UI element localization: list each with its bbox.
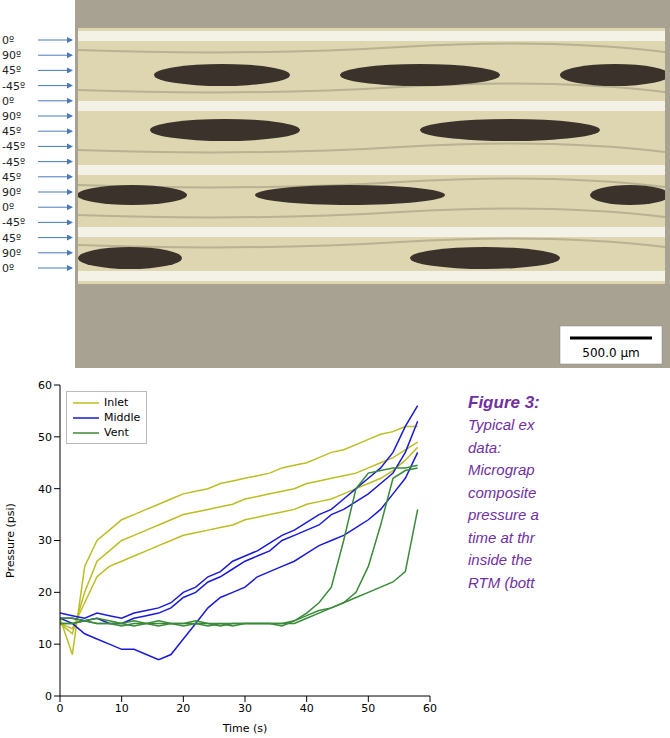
svg-text:40: 40 xyxy=(300,702,314,715)
svg-text:90º: 90º xyxy=(2,186,21,199)
svg-text:45º: 45º xyxy=(2,232,21,245)
svg-text:0: 0 xyxy=(45,690,52,703)
html-text:data:: data: xyxy=(468,438,502,456)
svg-text:40: 40 xyxy=(38,483,52,496)
svg-text:90º: 90º xyxy=(2,49,21,62)
svg-text:45º: 45º xyxy=(2,171,21,184)
svg-text:60: 60 xyxy=(423,702,437,715)
svg-text:-45º: -45º xyxy=(2,156,25,169)
html-text:Micrograp: Micrograp xyxy=(468,461,535,478)
svg-text:90º: 90º xyxy=(2,110,21,123)
svg-text:20: 20 xyxy=(38,586,52,599)
svg-text:-45º: -45º xyxy=(2,80,25,93)
svg-text:0º: 0º xyxy=(2,201,14,214)
html-text:Middle: Middle xyxy=(104,411,141,424)
svg-text:0: 0 xyxy=(57,702,64,715)
svg-text:50: 50 xyxy=(38,431,52,444)
html-text:pressure a: pressure a xyxy=(468,506,539,523)
svg-text:45º: 45º xyxy=(2,125,21,138)
svg-text:30: 30 xyxy=(238,702,252,715)
html-text:time at thr: time at thr xyxy=(468,528,535,546)
svg-text:Pressure (psi): Pressure (psi) xyxy=(4,503,17,578)
svg-text:10: 10 xyxy=(115,702,129,715)
html-text:inside the: inside the xyxy=(468,551,533,568)
html-text:Figure 3:: Figure 3: xyxy=(468,393,540,412)
html-text:Vent: Vent xyxy=(104,426,129,439)
svg-text:10: 10 xyxy=(38,638,52,651)
html-text:Inlet: Inlet xyxy=(104,396,129,409)
svg-text:60: 60 xyxy=(38,379,52,392)
html-text:composite: composite xyxy=(468,483,537,501)
html-text:Typical ex: Typical ex xyxy=(468,416,535,433)
svg-text:0º: 0º xyxy=(2,34,14,47)
svg-text:0º: 0º xyxy=(2,262,14,275)
svg-text:Time (s): Time (s) xyxy=(222,722,268,735)
svg-text:30: 30 xyxy=(38,534,52,547)
svg-text:45º: 45º xyxy=(2,64,21,77)
svg-text:-45º: -45º xyxy=(2,216,25,229)
svg-text:90º: 90º xyxy=(2,247,21,260)
svg-text:50: 50 xyxy=(361,702,375,715)
svg-text:-45º: -45º xyxy=(2,140,25,153)
html-text:RTM (bott: RTM (bott xyxy=(468,573,535,591)
svg-text:0º: 0º xyxy=(2,95,14,108)
svg-text:500.0 µm: 500.0 µm xyxy=(582,346,640,360)
svg-text:20: 20 xyxy=(176,702,190,715)
